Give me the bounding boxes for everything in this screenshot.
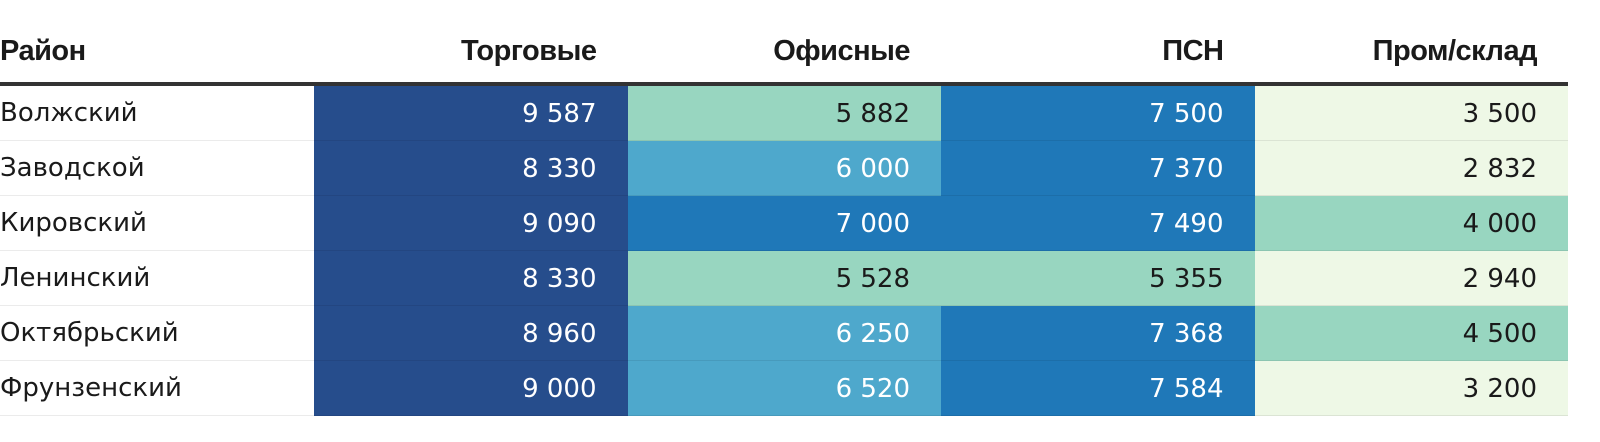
table-header: Район Торговые Офисные ПСН Пром/склад: [0, 0, 1568, 86]
column-header-industrial-warehouse: Пром/склад: [1372, 35, 1538, 67]
value-cell: 7 370: [941, 141, 1255, 196]
district-cell: Октябрьский: [0, 318, 179, 348]
value-cell: 9 090: [314, 196, 628, 251]
district-cell: Волжский: [0, 98, 138, 128]
table-row: Ленинский 8 330 5 528 5 355 2 940: [0, 251, 1568, 306]
column-header-psn: ПСН: [1162, 35, 1224, 67]
value-cell: 2 832: [1254, 141, 1568, 196]
value-cell: 6 250: [627, 306, 941, 361]
value-cell: 8 330: [314, 141, 628, 196]
value-cell: 6 520: [627, 361, 941, 416]
column-header-retail: Торговые: [461, 35, 597, 67]
value-cell: 5 355: [941, 251, 1255, 306]
value-cell: 8 960: [314, 306, 628, 361]
value-cell: 4 500: [1254, 306, 1568, 361]
value-cell: 8 330: [314, 251, 628, 306]
heatmap-table: Район Торговые Офисные ПСН Пром/склад Во…: [0, 0, 1568, 416]
column-header-district: Район: [0, 35, 86, 67]
table-row: Октябрьский 8 960 6 250 7 368 4 500: [0, 306, 1568, 361]
value-cell: 7 490: [941, 196, 1255, 251]
value-cell: 4 000: [1254, 196, 1568, 251]
value-cell: 7 368: [941, 306, 1255, 361]
value-cell: 6 000: [627, 141, 941, 196]
district-cell: Заводской: [0, 153, 145, 183]
value-cell: 7 000: [627, 196, 941, 251]
value-cell: 5 528: [627, 251, 941, 306]
table-row: Фрунзенский 9 000 6 520 7 584 3 200: [0, 361, 1568, 416]
value-cell: 3 500: [1254, 86, 1568, 141]
table-row: Волжский 9 587 5 882 7 500 3 500: [0, 86, 1568, 141]
district-cell: Кировский: [0, 208, 147, 238]
district-cell: Фрунзенский: [0, 373, 182, 403]
value-cell: 7 500: [941, 86, 1255, 141]
value-cell: 2 940: [1254, 251, 1568, 306]
table-body: Волжский 9 587 5 882 7 500 3 500 Заводской 8 3…: [0, 86, 1568, 416]
value-cell: 5 882: [627, 86, 941, 141]
column-header-office: Офисные: [773, 35, 910, 67]
table-row: Кировский 9 090 7 000 7 490 4 000: [0, 196, 1568, 251]
value-cell: 9 587: [314, 86, 628, 141]
value-cell: 7 584: [941, 361, 1255, 416]
table-row: Заводской 8 330 6 000 7 370 2 832: [0, 141, 1568, 196]
value-cell: 9 000: [314, 361, 628, 416]
value-cell: 3 200: [1254, 361, 1568, 416]
district-cell: Ленинский: [0, 263, 151, 293]
